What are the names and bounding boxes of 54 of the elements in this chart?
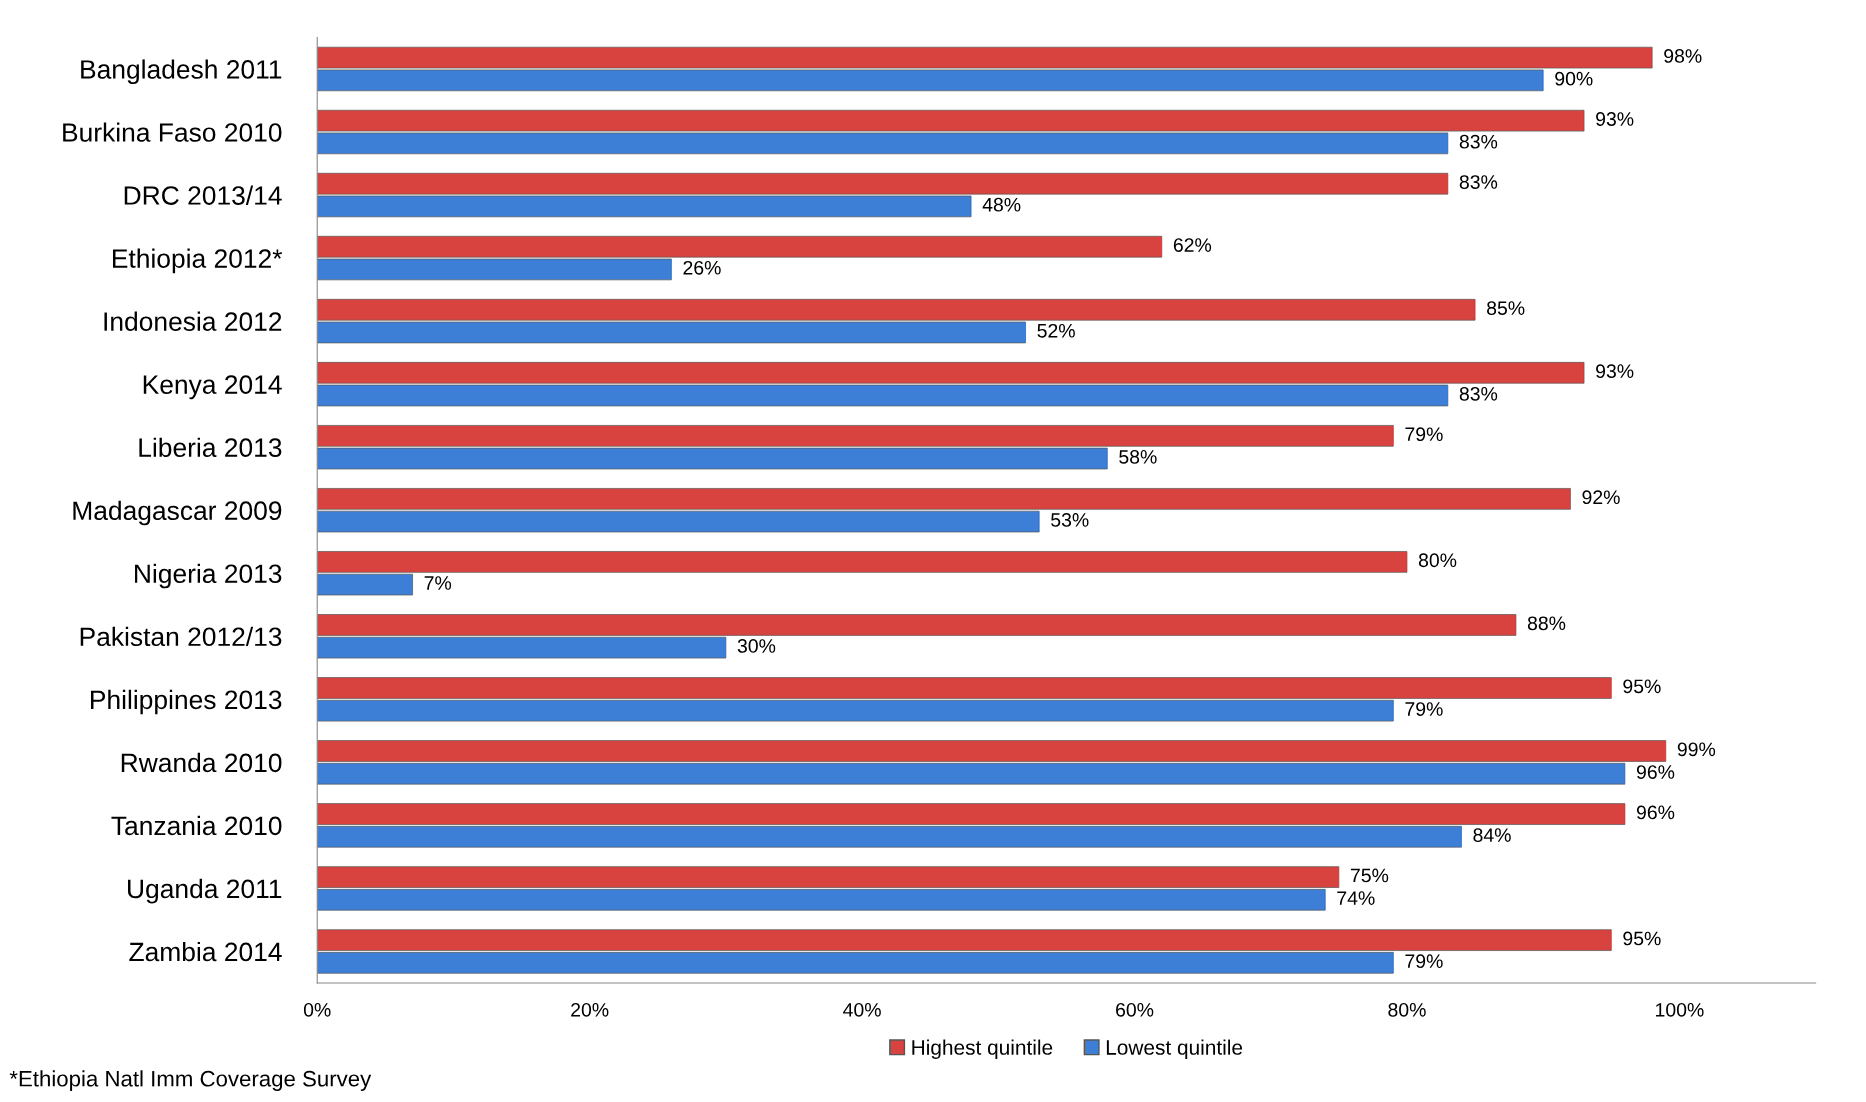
data-label: 79% [1405, 702, 1443, 716]
y-tick-label: Nigeria 2013 [135, 563, 282, 589]
data-label: 93% [1596, 112, 1634, 126]
legend-label: Highest quintile [912, 1039, 1053, 1059]
data-label: 99% [1677, 742, 1716, 757]
y-tick-label: Madagascar 2009 [73, 500, 282, 526]
x-tick-label: 20% [571, 1002, 609, 1017]
data-label: 7% [424, 576, 452, 590]
y-tick-label: Uganda 2011 [128, 878, 282, 904]
x-tick-label: 100% [1656, 1002, 1704, 1017]
y-tick-label: Liberia 2013 [139, 437, 282, 458]
data-label: 74% [1337, 891, 1375, 905]
data-label: 53% [1051, 513, 1089, 527]
data-label: 95% [1623, 679, 1661, 694]
y-tick-label: Zambia 2014 [129, 941, 282, 962]
data-label: 79% [1405, 427, 1443, 442]
legend-label: Lowest quintile [1106, 1039, 1243, 1059]
y-tick-label: Indonesia 2012 [104, 311, 282, 331]
y-tick-label: Philippines 2013 [91, 689, 282, 715]
data-label: 84% [1473, 828, 1511, 842]
y-tick-label: Bangladesh 2011 [81, 59, 282, 85]
text: *Ethiopia Natl Imm Coverage Survey [9, 1070, 372, 1091]
x-tick-label: 0% [303, 1002, 331, 1017]
y-tick-label: Tanzania 2010 [111, 815, 282, 836]
data-label: 92% [1582, 490, 1620, 505]
data-label: 98% [1664, 49, 1702, 63]
data-label: 83% [1459, 134, 1498, 149]
data-label: 80% [1418, 553, 1457, 568]
data-label: 90% [1555, 71, 1593, 86]
data-label: 58% [1119, 449, 1157, 464]
data-label: 62% [1173, 238, 1212, 252]
data-label: 30% [737, 639, 776, 653]
data-label: 96% [1636, 805, 1675, 820]
y-tick-label: Rwanda 2010 [121, 752, 282, 773]
data-label: 93% [1596, 364, 1634, 379]
data-label: 52% [1037, 323, 1075, 338]
data-label: 83% [1459, 386, 1498, 401]
y-tick-label: Kenya 2014 [143, 375, 282, 400]
x-tick-label: 60% [1116, 1002, 1154, 1017]
y-tick-label: Burkina Faso 2010 [63, 122, 282, 142]
data-label: 75% [1350, 868, 1389, 883]
data-label: 48% [982, 197, 1021, 212]
data-label: 95% [1623, 931, 1661, 946]
data-label: 26% [683, 260, 721, 275]
data-label: 88% [1527, 616, 1566, 631]
data-label: 85% [1487, 301, 1525, 315]
x-tick-label: 80% [1388, 1002, 1426, 1017]
y-tick-label: Pakistan 2012/13 [80, 626, 282, 647]
x-tick-label: 40% [843, 1002, 881, 1017]
data-label: 79% [1405, 954, 1443, 969]
data-label: 83% [1459, 175, 1498, 189]
data-label: 96% [1636, 765, 1675, 779]
y-tick-label: DRC 2013/14 [124, 185, 282, 205]
y-tick-label: Ethiopia 2012* [113, 248, 283, 274]
